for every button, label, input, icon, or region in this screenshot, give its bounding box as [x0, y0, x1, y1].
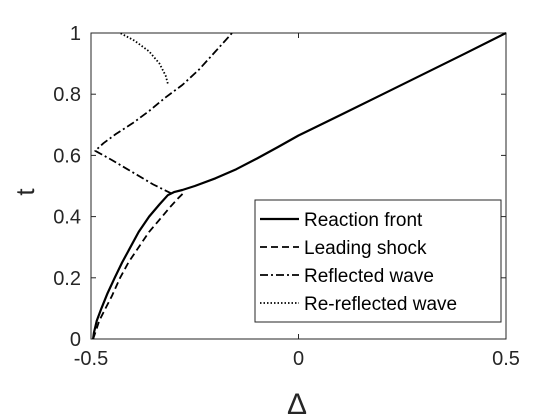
- x-tick-label: 0: [293, 348, 304, 370]
- series-line-re-reflected-wave: [119, 32, 169, 84]
- x-axis-label: Δ: [287, 388, 307, 420]
- y-axis-label: t: [10, 188, 40, 196]
- series-lines: [92, 32, 507, 340]
- tick-labels: -0.5 0 0.500.20.40.60.81: [53, 23, 520, 370]
- legend-entry-label: Re-reflected wave: [304, 294, 457, 315]
- series-line-leading-shock: [92, 191, 186, 340]
- series-line-reflected-wave: [94, 32, 233, 195]
- axes: [90, 32, 507, 340]
- legend-entry-label: Reflected wave: [304, 266, 434, 287]
- y-tick-label: 0.6: [53, 145, 81, 167]
- x-tick-label: 0.5: [492, 348, 520, 370]
- legend-entry-label: Reaction front: [304, 210, 423, 231]
- x-tick-label: -0.5: [74, 348, 108, 370]
- series-line-reaction-front: [92, 32, 507, 340]
- legend-box: [254, 199, 502, 323]
- y-tick-label: 0: [70, 329, 81, 351]
- legend: Reaction front Leading shock Reflected wav…: [254, 199, 502, 323]
- y-tick-label: 1: [70, 23, 81, 45]
- y-tick-label: 0.8: [53, 84, 81, 106]
- legend-entry-label: Leading shock: [304, 238, 427, 259]
- y-tick-label: 0.2: [53, 268, 81, 290]
- y-tick-label: 0.4: [53, 207, 81, 229]
